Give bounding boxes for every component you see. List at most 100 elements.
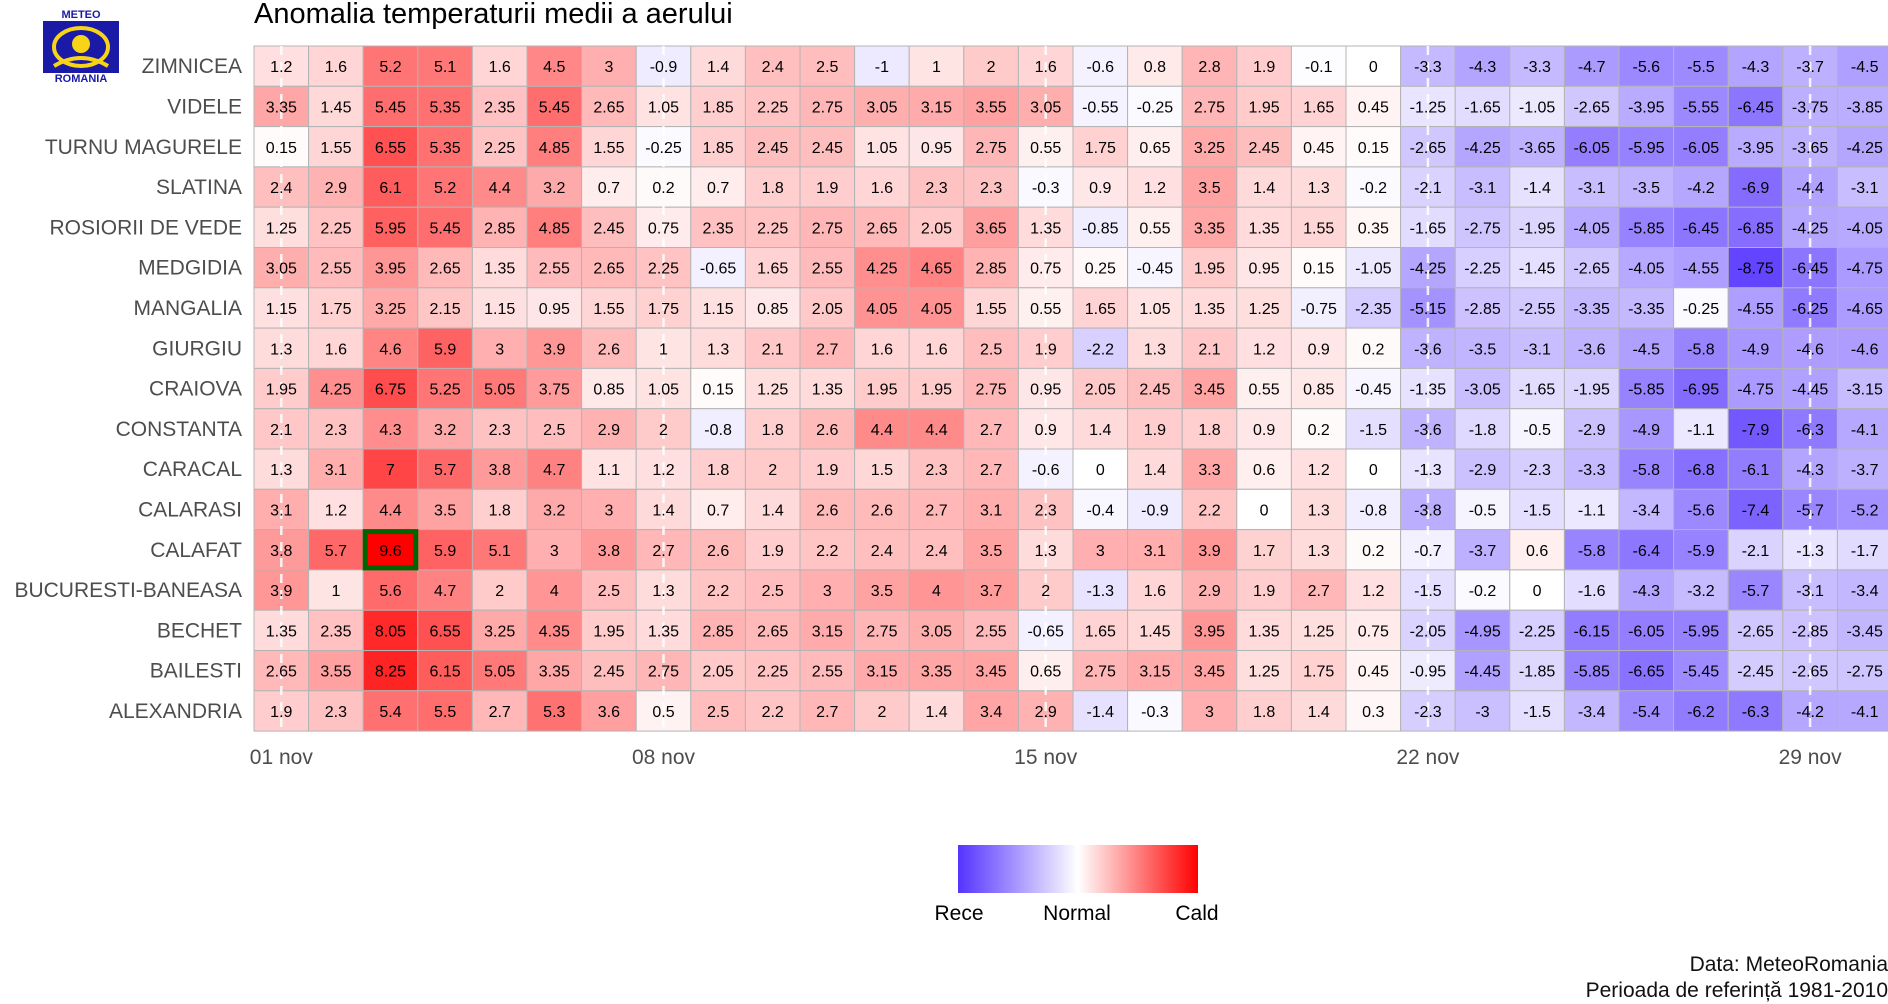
cell-value-label: 7 bbox=[386, 462, 395, 479]
cell-value-label: 2.5 bbox=[762, 583, 784, 600]
cell-value-label: 1.6 bbox=[325, 341, 347, 358]
cell-value-label: -4.5 bbox=[1633, 341, 1661, 358]
cell-value-label: 2.45 bbox=[593, 664, 624, 681]
cell-value-label: 2.3 bbox=[489, 422, 511, 439]
cell-value-label: 5.5 bbox=[434, 704, 456, 721]
row-label: CALARASI bbox=[138, 498, 242, 521]
cell-value-label: 1.65 bbox=[1085, 301, 1116, 318]
heatmap-cell bbox=[526, 85, 583, 128]
cell-value-label: 5.45 bbox=[375, 99, 406, 116]
cell-value-label: 1.6 bbox=[871, 341, 893, 358]
cell-value-label: 1.25 bbox=[266, 220, 297, 237]
cell-value-label: 3.5 bbox=[980, 543, 1002, 560]
cell-value-label: 2.6 bbox=[816, 422, 838, 439]
cell-value-label: -6.25 bbox=[1792, 301, 1829, 318]
cell-value-label: -4.65 bbox=[1846, 301, 1883, 318]
heatmap-cell bbox=[1345, 45, 1402, 87]
heatmap-cell bbox=[1618, 488, 1675, 531]
cell-value-label: -6.3 bbox=[1742, 704, 1770, 721]
heatmap-cell bbox=[581, 690, 637, 732]
cell-value-label: 1.3 bbox=[270, 462, 292, 479]
cell-value-label: -2.1 bbox=[1742, 543, 1770, 560]
cell-value-label: 2 bbox=[659, 422, 668, 439]
cell-value-label: -0.75 bbox=[1300, 301, 1337, 318]
cell-value-label: 2.5 bbox=[707, 704, 729, 721]
cell-value-label: 4.4 bbox=[925, 422, 947, 439]
heatmap-cell bbox=[1563, 206, 1620, 248]
cell-value-label: 1.45 bbox=[1139, 623, 1170, 640]
cell-value-label: -5.95 bbox=[1628, 140, 1665, 157]
cell-value-label: 2.25 bbox=[757, 220, 788, 237]
cell-value-label: 5.2 bbox=[379, 59, 401, 76]
cell-value-label: 1.7 bbox=[1253, 543, 1275, 560]
cell-value-label: 2.1 bbox=[270, 422, 292, 439]
heatmap-cell bbox=[1673, 529, 1729, 571]
cell-value-label: 2.55 bbox=[812, 664, 843, 681]
cell-value-label: 3.2 bbox=[543, 180, 565, 197]
cell-value-label: -3.5 bbox=[1469, 341, 1497, 358]
heatmap-cell bbox=[1072, 408, 1129, 450]
heatmap-cell bbox=[526, 569, 583, 611]
cell-value-label: 1.9 bbox=[1035, 341, 1057, 358]
heatmap-cell bbox=[417, 488, 473, 531]
cell-value-label: 2.4 bbox=[762, 59, 784, 76]
cell-value-label: 4.3 bbox=[379, 422, 401, 439]
cell-value-label: 2.5 bbox=[543, 422, 565, 439]
heatmap-cell bbox=[1290, 408, 1347, 450]
heatmap-cell bbox=[526, 166, 583, 208]
cell-value-label: 2.2 bbox=[816, 543, 838, 560]
x-tick-label: 29 nov bbox=[1779, 746, 1843, 769]
row-label: CARACAL bbox=[143, 458, 242, 481]
heatmap-cell bbox=[1509, 45, 1565, 87]
heatmap-cell bbox=[1290, 488, 1347, 531]
heatmap-cell bbox=[1509, 247, 1565, 289]
heatmap-cell bbox=[526, 690, 583, 732]
logo-top-text: METEO bbox=[61, 9, 101, 21]
cell-value-label: 2.75 bbox=[976, 140, 1007, 157]
cell-value-label: -1.95 bbox=[1573, 382, 1610, 399]
cell-value-label: 3.9 bbox=[270, 583, 292, 600]
cell-value-label: 2.2 bbox=[707, 583, 729, 600]
cell-value-label: 0.5 bbox=[652, 704, 674, 721]
cell-value-label: 2.9 bbox=[598, 422, 620, 439]
heatmap-cell bbox=[471, 166, 528, 208]
heatmap-cell bbox=[1236, 569, 1292, 611]
cell-value-label: 2.05 bbox=[1085, 382, 1116, 399]
cell-value-label: 1.55 bbox=[1303, 220, 1334, 237]
cell-value-label: 0.95 bbox=[539, 301, 570, 318]
cell-value-label: 3.45 bbox=[1194, 664, 1225, 681]
cell-value-label: 0.95 bbox=[921, 140, 952, 157]
heatmap-cell bbox=[744, 327, 801, 369]
cell-value-label: 4.6 bbox=[379, 341, 401, 358]
cell-value-label: 1.05 bbox=[648, 99, 679, 116]
x-tick-label: 22 nov bbox=[1396, 746, 1460, 769]
heatmap-cell bbox=[744, 85, 801, 128]
cell-value-label: 2.5 bbox=[816, 59, 838, 76]
cell-value-label: 1.2 bbox=[270, 59, 292, 76]
heatmap-cell bbox=[1618, 166, 1675, 208]
cell-value-label: 0.7 bbox=[598, 180, 620, 197]
heatmap-cell bbox=[1836, 690, 1888, 732]
cell-value-label: -1.85 bbox=[1519, 664, 1556, 681]
cell-value-label: 2.1 bbox=[1198, 341, 1220, 358]
heatmap-cell bbox=[963, 166, 1019, 208]
cell-value-label: -5.6 bbox=[1633, 59, 1661, 76]
heatmap-cell bbox=[1563, 287, 1620, 329]
cell-value-label: 1.6 bbox=[1035, 59, 1057, 76]
heatmap-cell bbox=[362, 609, 419, 652]
row-label: CALAFAT bbox=[150, 539, 242, 562]
cell-value-label: -0.25 bbox=[1137, 99, 1174, 116]
cell-value-label: -4.3 bbox=[1796, 462, 1824, 479]
cell-value-label: -0.5 bbox=[1469, 502, 1497, 519]
cell-value-label: 1.3 bbox=[1144, 341, 1166, 358]
cell-value-label: -1.5 bbox=[1360, 422, 1388, 439]
cell-value-label: 0.85 bbox=[593, 382, 624, 399]
cell-value-label: 0.15 bbox=[1303, 261, 1334, 278]
cell-value-label: 2.45 bbox=[757, 140, 788, 157]
cell-value-label: 4.4 bbox=[379, 502, 401, 519]
cell-value-label: -0.45 bbox=[1137, 261, 1174, 278]
heatmap-cell bbox=[908, 367, 965, 410]
heatmap-cell bbox=[690, 650, 746, 692]
cell-value-label: -2.65 bbox=[1410, 140, 1447, 157]
heatmap-cell bbox=[526, 247, 583, 289]
